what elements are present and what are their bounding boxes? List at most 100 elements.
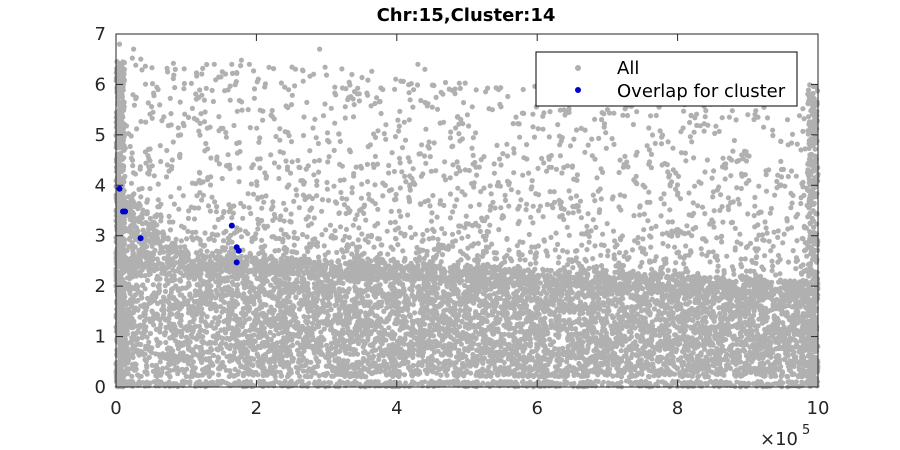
scatter-point-all — [710, 308, 716, 315]
scatter-point-all — [630, 313, 636, 319]
scatter-point-all — [506, 326, 512, 332]
scatter-point-all — [276, 292, 282, 298]
scatter-point-all — [365, 293, 371, 299]
scatter-point-all — [545, 372, 551, 379]
scatter-point-all — [443, 307, 449, 313]
scatter-point-all — [691, 367, 697, 373]
scatter-point-all — [385, 291, 392, 297]
scatter-point-all — [177, 277, 183, 284]
scatter-point-all — [309, 368, 315, 374]
scatter-point-all — [600, 300, 606, 306]
scatter-point-all — [495, 327, 501, 333]
scatter-point-all — [791, 349, 797, 355]
scatter-point-all — [655, 354, 661, 361]
scatter-point-all — [538, 316, 544, 322]
scatter-point-all — [343, 294, 349, 300]
scatter-point-all — [780, 320, 786, 326]
scatter-point-all — [658, 338, 664, 344]
scatter-point-all — [381, 319, 387, 325]
scatter-point-all — [702, 346, 708, 352]
scatter-point-all — [635, 334, 641, 340]
scatter-point-all — [257, 298, 263, 304]
scatter-point-all — [232, 366, 238, 372]
scatter-point-all — [540, 321, 546, 327]
scatter-point-all — [470, 315, 477, 321]
scatter-point-all — [397, 327, 403, 333]
scatter-point-all — [238, 363, 244, 369]
scatter-point-all — [724, 357, 731, 363]
scatter-point-all — [305, 314, 312, 320]
scatter-point-all — [147, 215, 153, 222]
scatter-point-all — [293, 294, 299, 301]
scatter-point-all — [485, 313, 491, 319]
scatter-point-all — [304, 368, 310, 374]
scatter-point-all — [610, 315, 616, 321]
scatter-point-all — [301, 363, 307, 369]
scatter-point-all — [455, 291, 461, 297]
scatter-point-all — [142, 273, 148, 279]
scatter-point-all — [137, 322, 143, 328]
scatter-point-all — [552, 346, 558, 352]
scatter-point-all — [149, 308, 155, 314]
scatter-point-all — [424, 315, 430, 321]
scatter-point-all — [581, 316, 587, 322]
scatter-point-all — [171, 306, 177, 312]
scatter-point-all — [673, 332, 679, 338]
scatter-point-all — [632, 373, 638, 379]
scatter-point-all — [146, 339, 152, 345]
scatter-point-all — [410, 302, 416, 308]
scatter-point-all — [142, 356, 148, 363]
scatter-point-all — [235, 356, 241, 362]
scatter-point-all — [157, 359, 163, 365]
scatter-point-all — [163, 339, 169, 346]
scatter-point-all — [637, 362, 643, 368]
scatter-point-all — [431, 287, 437, 293]
scatter-point-all — [599, 335, 605, 341]
scatter-point-all — [160, 365, 166, 371]
scatter-point-all — [316, 289, 322, 295]
scatter-point-all — [373, 347, 379, 353]
scatter-point-all — [217, 363, 223, 369]
scatter-point-all — [641, 307, 648, 313]
scatter-point-all — [697, 334, 704, 340]
scatter-point-all — [647, 312, 653, 318]
scatter-point-all — [272, 363, 278, 370]
scatter-point-all — [743, 337, 750, 343]
scatter-point-all — [345, 277, 351, 283]
scatter-point-all — [308, 359, 314, 365]
scatter-point-all — [436, 318, 443, 324]
scatter-point-all — [377, 352, 383, 358]
scatter-point-all — [171, 361, 177, 367]
scatter-point-all — [458, 341, 464, 347]
scatter-point-all — [571, 372, 577, 378]
scatter-point-all — [242, 317, 249, 323]
scatter-point-all — [745, 357, 751, 363]
scatter-point-all — [478, 345, 484, 351]
scatter-point-all — [381, 358, 387, 364]
scatter-point-all — [529, 349, 535, 355]
scatter-point-all — [785, 374, 791, 380]
scatter-point-all — [215, 320, 221, 326]
scatter-point-all — [236, 332, 242, 338]
scatter-point-all — [178, 318, 184, 324]
scatter-point-all — [582, 358, 588, 364]
scatter-point-all — [406, 301, 413, 307]
scatter-point-all — [135, 372, 141, 378]
scatter-point-all — [575, 372, 581, 378]
scatter-point-all — [227, 353, 233, 359]
scatter-point-all — [218, 346, 224, 352]
scatter-point-all — [578, 363, 584, 369]
scatter-point-all — [630, 320, 636, 327]
scatter-point-all — [151, 322, 157, 328]
scatter-point-all — [311, 285, 318, 291]
scatter-point-all — [420, 327, 426, 333]
scatter-point-all — [226, 286, 232, 292]
scatter-point-all — [561, 309, 567, 315]
scatter-point-all — [738, 332, 744, 338]
scatter-point-all — [268, 282, 274, 288]
scatter-point-all — [246, 305, 252, 311]
scatter-point-all — [555, 334, 562, 340]
scatter-point-all — [301, 313, 307, 320]
scatter-point-all — [724, 351, 730, 357]
